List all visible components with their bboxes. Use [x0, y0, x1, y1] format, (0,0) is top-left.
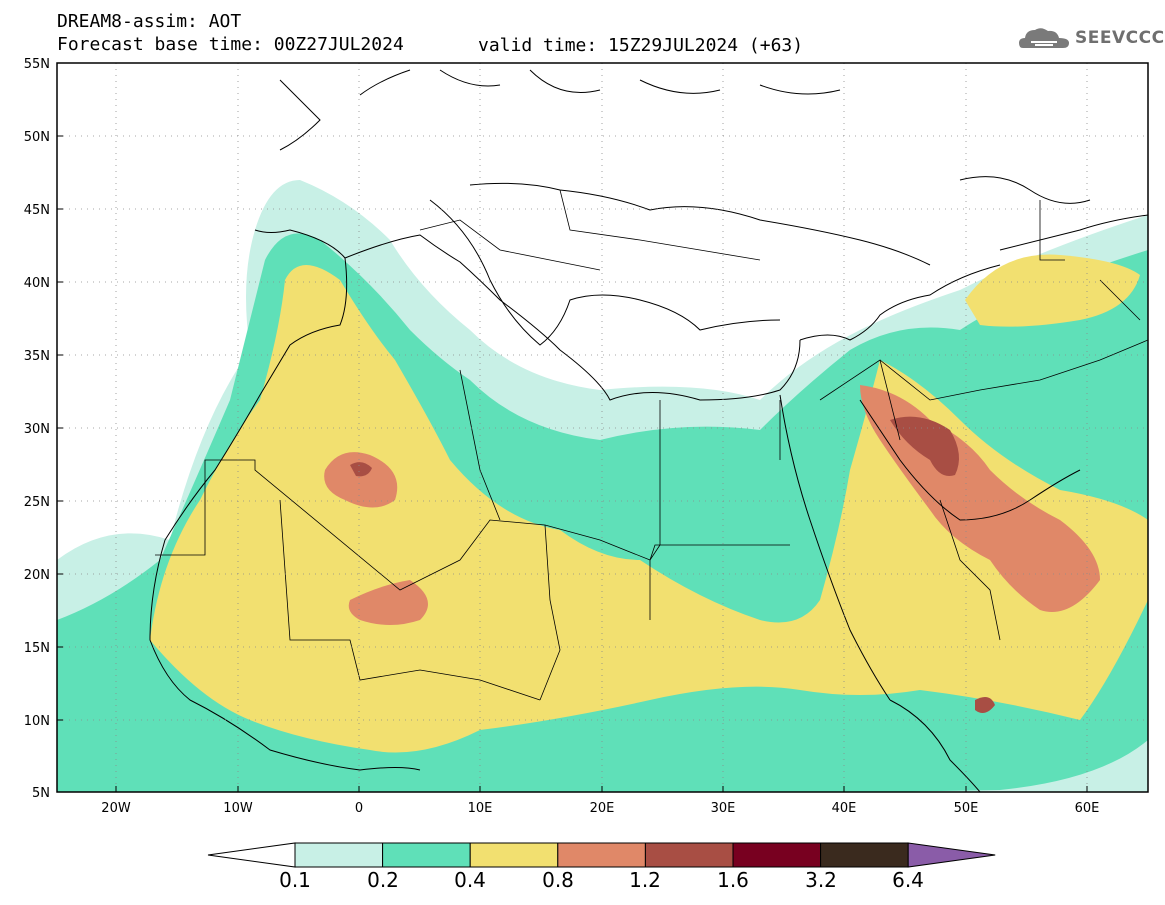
lat-label: 5N: [32, 786, 50, 801]
colorbar-level: 0.1: [279, 868, 311, 892]
colorbar-level: 0.8: [542, 868, 574, 892]
valid-time: valid time: 15Z29JUL2024 (+63): [478, 35, 804, 56]
lat-label: 20N: [24, 568, 50, 583]
coastlines: [149, 69, 1148, 792]
colorbar-level: 0.4: [454, 868, 486, 892]
colorbar-level: 0.2: [367, 868, 399, 892]
lon-label: 20E: [590, 801, 615, 816]
aot-1.2-sahara-field: [350, 462, 372, 477]
longitude-labels: 20W 10W 0 10E 20E 30E 40E 50E 60E: [101, 801, 1099, 816]
lon-label: 0: [355, 801, 363, 816]
aot-0.4-field: [150, 265, 1148, 753]
lon-label: 20W: [101, 801, 131, 816]
colorbar-low-triangle: [207, 842, 296, 868]
colorbar-level: 6.4: [892, 868, 924, 892]
colorbar-high-triangle: [907, 842, 996, 868]
lon-label: 10E: [468, 801, 493, 816]
colorbar-swatch: [732, 842, 822, 868]
aot-1.2-iraq-field: [890, 416, 959, 476]
lon-label: 60E: [1075, 801, 1100, 816]
lat-label: 35N: [24, 349, 50, 364]
lat-label: 50N: [24, 130, 50, 145]
aot-1.2-somalia-field: [975, 696, 995, 714]
colorbar-swatch: [294, 842, 384, 868]
lat-label: 25N: [24, 495, 50, 510]
lon-label: 50E: [954, 801, 979, 816]
colorbar-swatch: [469, 842, 559, 868]
latitude-labels: 55N 50N 45N 40N 35N 30N 25N 20N 15N 10N …: [24, 57, 50, 801]
lon-label: 10W: [223, 801, 253, 816]
lat-label: 10N: [24, 714, 50, 729]
colorbar-level: 3.2: [805, 868, 837, 892]
colorbar-swatch: [557, 842, 646, 868]
colorbar: [207, 842, 996, 868]
lon-label: 40E: [832, 801, 857, 816]
colorbar-swatch: [382, 842, 471, 868]
axis-ticks: [57, 62, 1088, 793]
lat-label: 55N: [24, 57, 50, 72]
aot-0.8-sahara-field: [324, 452, 398, 508]
lat-label: 30N: [24, 422, 50, 437]
lon-label: 30E: [711, 801, 736, 816]
colorbar-swatch: [644, 842, 734, 868]
colorbar-swatch: [820, 842, 909, 868]
map-title: DREAM8-assim: AOT: [57, 11, 242, 32]
aot-0.8-niger-field: [348, 580, 428, 625]
cloud-logo-icon: [1019, 28, 1069, 48]
lat-label: 40N: [24, 276, 50, 291]
borders: [155, 189, 1148, 701]
lat-label: 45N: [24, 203, 50, 218]
colorbar-level: 1.2: [629, 868, 661, 892]
lat-label: 15N: [24, 641, 50, 656]
logo-text: SEEVCCC: [1075, 28, 1165, 48]
forecast-base-time: Forecast base time: 00Z27JUL2024: [57, 34, 404, 55]
colorbar-level: 1.6: [717, 868, 749, 892]
aot-0.4-caspian-field: [965, 254, 1140, 327]
